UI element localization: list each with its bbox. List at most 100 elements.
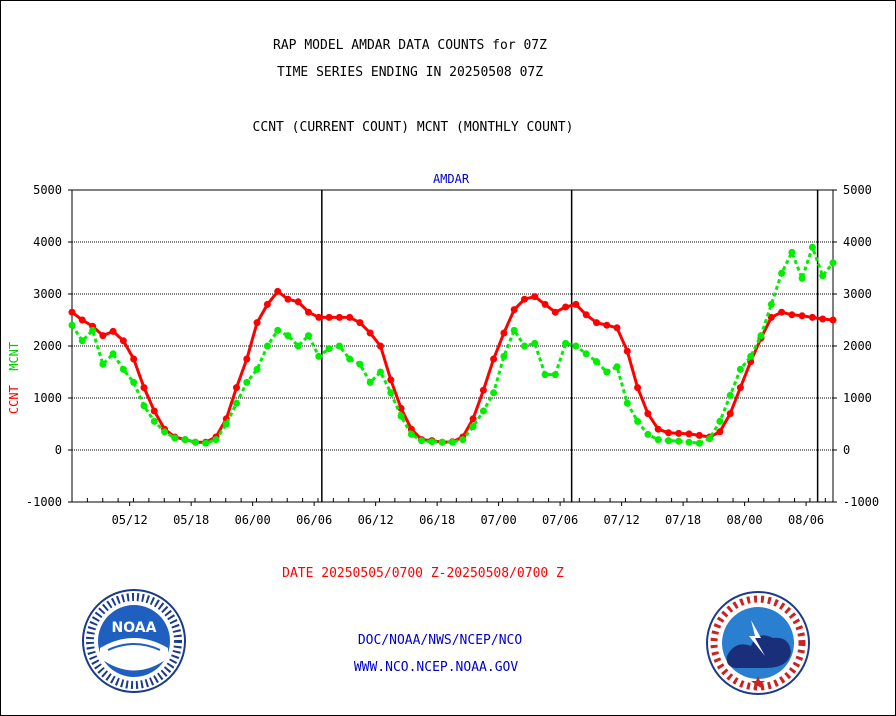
nws-logo: [706, 591, 810, 695]
data-point-ccnt: [150, 407, 158, 415]
data-point-mcnt: [150, 417, 158, 425]
data-point-mcnt: [767, 300, 775, 308]
data-point-ccnt: [726, 410, 734, 418]
data-point-ccnt: [582, 311, 590, 319]
y-tick-label-left: -1000: [26, 495, 62, 509]
noaa-logo: NOAA: [82, 589, 186, 693]
data-point-mcnt: [778, 269, 786, 277]
data-point-ccnt: [819, 315, 827, 323]
data-point-mcnt: [716, 417, 724, 425]
data-point-mcnt: [757, 332, 765, 340]
y-tick-label-right: 0: [843, 443, 850, 457]
data-point-mcnt: [510, 326, 518, 334]
y-tick-label-right: 5000: [843, 183, 872, 197]
data-point-mcnt: [99, 360, 107, 368]
plot-label: AMDAR: [432, 172, 470, 186]
data-point-mcnt: [335, 342, 343, 350]
data-point-mcnt: [305, 332, 312, 340]
x-tick-label: 08/00: [727, 513, 763, 527]
data-point-mcnt: [654, 436, 662, 444]
x-tick-label: 07/12: [604, 513, 640, 527]
data-point-ccnt: [294, 298, 302, 306]
data-point-mcnt: [788, 248, 796, 256]
x-tick-label: 06/06: [296, 513, 332, 527]
credit-line-1: DOC/NOAA/NWS/NCEP/NCO: [357, 633, 523, 648]
data-point-ccnt: [140, 384, 148, 392]
data-point-ccnt: [736, 384, 744, 392]
data-point-ccnt: [325, 313, 333, 321]
data-point-ccnt: [500, 329, 508, 337]
data-point-ccnt: [788, 311, 796, 319]
x-tick-label: 07/18: [665, 513, 701, 527]
data-point-ccnt: [675, 429, 683, 437]
data-point-mcnt: [747, 352, 755, 360]
data-point-mcnt: [397, 412, 405, 420]
data-point-ccnt: [490, 355, 498, 363]
data-point-mcnt: [428, 438, 436, 446]
data-point-mcnt: [665, 437, 672, 445]
data-point-mcnt: [819, 272, 827, 280]
data-point-mcnt: [181, 436, 189, 444]
data-point-mcnt: [603, 368, 611, 376]
y-tick-label-right: 1000: [843, 391, 872, 405]
data-point-ccnt: [510, 306, 518, 314]
data-point-ccnt: [356, 319, 364, 327]
y-tick-label-right: -1000: [843, 495, 879, 509]
data-point-ccnt: [253, 319, 261, 327]
data-point-mcnt: [798, 274, 806, 282]
data-point-mcnt: [634, 417, 642, 425]
data-point-ccnt: [387, 376, 395, 384]
noaa-logo-text: NOAA: [112, 620, 157, 636]
data-point-ccnt: [623, 347, 631, 355]
data-point-mcnt: [212, 436, 220, 444]
y-tick-label-left: 2000: [33, 339, 62, 353]
data-point-mcnt: [736, 365, 744, 373]
data-point-mcnt: [284, 332, 292, 340]
data-point-ccnt: [377, 342, 384, 350]
data-point-ccnt: [829, 316, 837, 324]
data-point-mcnt: [377, 368, 384, 376]
x-tick-label: 06/18: [419, 513, 455, 527]
data-point-ccnt: [685, 430, 693, 438]
x-tick-label: 06/00: [235, 513, 271, 527]
data-point-ccnt: [521, 295, 528, 303]
data-point-mcnt: [161, 428, 169, 436]
data-point-ccnt: [603, 321, 611, 329]
data-point-mcnt: [582, 350, 590, 358]
data-point-mcnt: [263, 342, 271, 350]
data-point-mcnt: [407, 430, 415, 438]
y-tick-label-right: 2000: [843, 339, 872, 353]
data-point-ccnt: [808, 313, 816, 321]
data-point-mcnt: [253, 365, 261, 373]
data-point-mcnt: [644, 430, 652, 438]
data-point-mcnt: [572, 342, 580, 350]
data-point-ccnt: [716, 428, 724, 436]
data-point-mcnt: [387, 389, 395, 397]
data-point-ccnt: [469, 415, 477, 423]
data-point-mcnt: [726, 391, 734, 399]
credit-line-2: WWW.NCO.NCEP.NOAA.GOV: [353, 660, 519, 675]
x-tick-label: 05/18: [173, 513, 209, 527]
data-point-mcnt: [479, 407, 487, 415]
data-point-ccnt: [634, 384, 642, 392]
data-point-ccnt: [397, 404, 405, 412]
data-point-ccnt: [613, 324, 621, 332]
data-point-ccnt: [274, 287, 282, 295]
data-point-mcnt: [675, 437, 683, 445]
data-point-mcnt: [695, 439, 703, 447]
data-point-ccnt: [798, 312, 806, 320]
data-point-mcnt: [808, 243, 816, 251]
data-point-mcnt: [274, 326, 282, 334]
data-point-mcnt: [109, 350, 117, 358]
data-point-ccnt: [778, 308, 786, 316]
date-range-label: DATE 20250505/0700 Z-20250508/0700 Z: [282, 566, 564, 581]
data-point-ccnt: [767, 313, 775, 321]
y-tick-label-right: 4000: [843, 235, 872, 249]
data-point-mcnt: [325, 345, 333, 353]
y-tick-label-left: 0: [55, 443, 62, 457]
data-point-ccnt: [130, 355, 138, 363]
data-point-ccnt: [305, 308, 312, 316]
data-point-ccnt: [109, 327, 117, 335]
data-point-mcnt: [315, 352, 323, 360]
